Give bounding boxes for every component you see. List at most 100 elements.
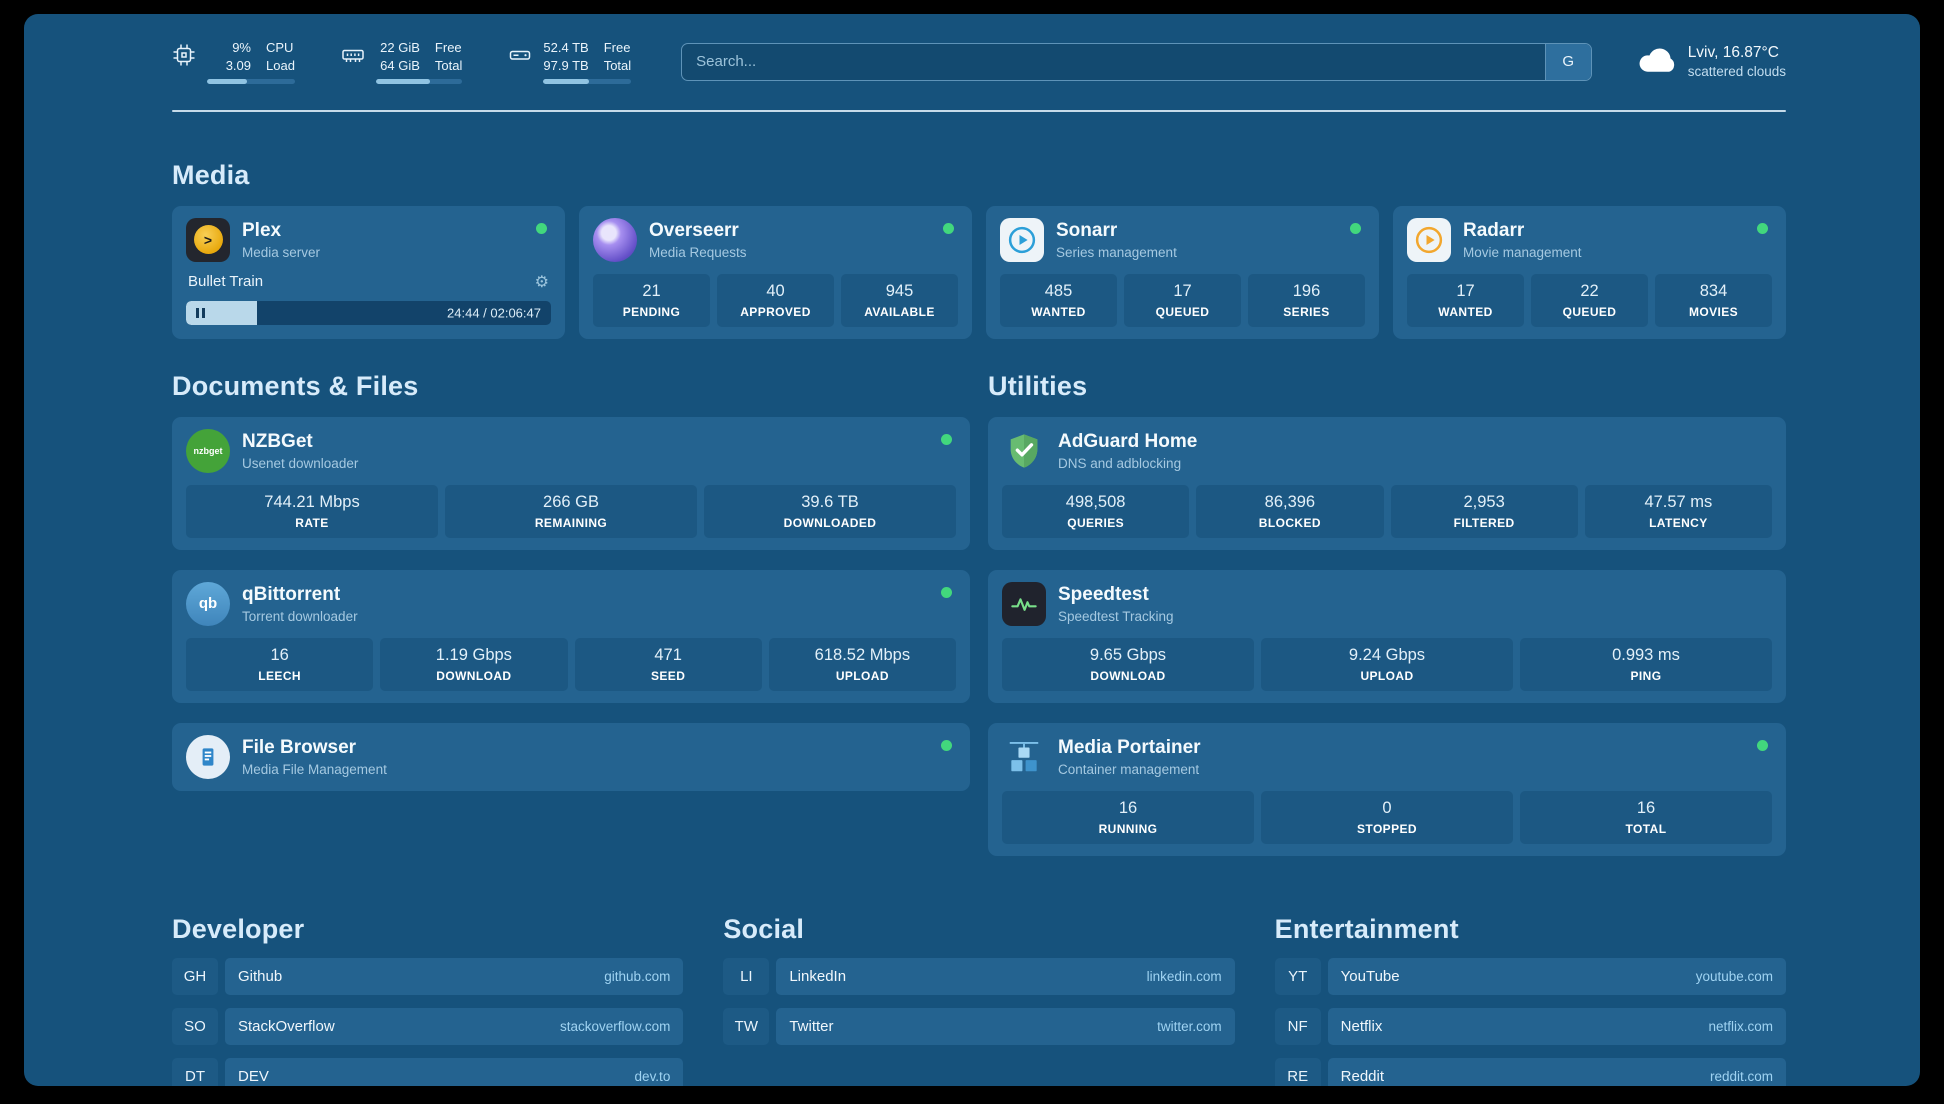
app-card-sonarr[interactable]: Sonarr Series management 485 WANTED 17 Q… xyxy=(986,205,1379,339)
settings-gear-icon[interactable]: ⚙ xyxy=(534,273,549,291)
stat-label: RUNNING xyxy=(1098,821,1158,836)
bookmark-reddit[interactable]: RE Reddit reddit.com xyxy=(1274,1057,1786,1086)
stat-label: QUEUED xyxy=(1562,304,1617,319)
stat-value: 47.57 ms xyxy=(1644,492,1713,511)
section-title-social: Social xyxy=(723,913,805,944)
pause-icon[interactable] xyxy=(196,307,205,318)
app-name: Radarr xyxy=(1463,219,1525,241)
bookmark-abbr: NF xyxy=(1274,1007,1321,1045)
stat-value: 16 xyxy=(1636,798,1656,817)
app-card-filebrowser[interactable]: File Browser Media File Management xyxy=(172,722,970,791)
bookmark-stackoverflow[interactable]: SO StackOverflow stackoverflow.com xyxy=(172,1007,684,1045)
stat-download: 9.65 Gbps DOWNLOAD xyxy=(1002,637,1254,691)
bookmark-url: netflix.com xyxy=(1708,1018,1773,1034)
topbar: 9% 3.09 CPU Load xyxy=(172,40,1786,84)
app-card-plex[interactable]: > Plex Media server Bullet Train ⚙ 24:44… xyxy=(172,205,565,339)
app-subtitle: DNS and adblocking xyxy=(1058,455,1182,471)
search-bar[interactable]: G xyxy=(681,42,1592,81)
section-title-media: Media xyxy=(172,159,250,190)
bookmark-name: Twitter xyxy=(789,1017,834,1035)
stat-label: DOWNLOADED xyxy=(783,515,877,530)
bookmark-netflix[interactable]: NF Netflix netflix.com xyxy=(1274,1007,1786,1045)
stat-queued: 22 QUEUED xyxy=(1531,273,1648,327)
stat-label: FILTERED xyxy=(1453,515,1515,530)
app-card-portainer[interactable]: Media Portainer Container management 16 … xyxy=(988,722,1786,856)
stat-leech: 16 LEECH xyxy=(186,637,374,691)
bookmark-youtube[interactable]: YT YouTube youtube.com xyxy=(1274,957,1786,995)
app-card-nzbget[interactable]: nzbget NZBGet Usenet downloader 744.21 M… xyxy=(172,416,970,550)
bookmark-abbr: RE xyxy=(1274,1057,1321,1086)
stat-value: 485 xyxy=(1044,281,1073,300)
stat-label: RATE xyxy=(295,515,329,530)
search-input[interactable] xyxy=(682,43,1545,80)
app-name: Sonarr xyxy=(1056,219,1118,241)
stat-label: QUEUED xyxy=(1155,304,1210,319)
bookmark-url: youtube.com xyxy=(1695,968,1773,984)
stat-value: 1.19 Gbps xyxy=(435,645,512,664)
disk-free-label: Free xyxy=(603,40,631,55)
app-subtitle: Media Requests xyxy=(649,244,747,260)
portainer-icon xyxy=(1002,735,1046,779)
stat-wanted: 485 WANTED xyxy=(1000,273,1117,327)
app-subtitle: Media server xyxy=(242,244,321,260)
overseerr-icon xyxy=(593,217,637,262)
app-name: NZBGet xyxy=(242,430,313,452)
adguard-icon xyxy=(1002,429,1046,473)
stat-upload: 9.24 Gbps UPLOAD xyxy=(1261,637,1513,691)
bookmark-dev[interactable]: DT DEV dev.to xyxy=(172,1057,684,1086)
status-online-dot xyxy=(943,222,954,234)
app-subtitle: Movie management xyxy=(1463,244,1582,260)
stat-value: 2,953 xyxy=(1463,492,1505,511)
app-name: File Browser xyxy=(242,736,357,758)
stat-wanted: 17 WANTED xyxy=(1407,273,1524,327)
stat-label: PENDING xyxy=(622,304,681,319)
app-card-qbittorrent[interactable]: qb qBittorrent Torrent downloader 16 LEE… xyxy=(172,569,970,703)
stat-label: PING xyxy=(1630,668,1662,683)
stat-value: 40 xyxy=(766,281,785,300)
bookmark-linkedin[interactable]: LI LinkedIn linkedin.com xyxy=(723,957,1235,995)
stat-label: MOVIES xyxy=(1688,304,1739,319)
section-title-entertainment: Entertainment xyxy=(1274,913,1459,944)
app-card-speedtest[interactable]: Speedtest Speedtest Tracking 9.65 Gbps D… xyxy=(988,569,1786,703)
stat-value: 266 GB xyxy=(543,492,599,511)
documents-column: Documents & Files nzbget NZBGet Usenet d… xyxy=(172,371,970,791)
memory-total-value: 64 GiB xyxy=(380,57,420,73)
stat-approved: 40 APPROVED xyxy=(717,273,834,327)
bookmark-twitter[interactable]: TW Twitter twitter.com xyxy=(723,1007,1235,1045)
bookmark-url: dev.to xyxy=(634,1068,671,1084)
bookmark-name: YouTube xyxy=(1340,967,1400,985)
app-name: AdGuard Home xyxy=(1058,430,1198,452)
playback-progress-bar[interactable]: 24:44 / 02:06:47 xyxy=(186,300,551,325)
weather-condition: scattered clouds xyxy=(1687,64,1786,80)
weather-location: Lviv, 16.87°C xyxy=(1687,44,1779,62)
stat-downloaded: 39.6 TB DOWNLOADED xyxy=(704,484,956,538)
memory-total-label: Total xyxy=(434,57,463,73)
disk-free-value: 52.4 TB xyxy=(543,40,589,55)
utilities-column: Utilities AdGuard Home xyxy=(988,371,1786,856)
cloud-icon xyxy=(1636,45,1676,78)
stat-value: 17 xyxy=(1173,281,1192,300)
bookmark-name: Netflix xyxy=(1340,1017,1383,1035)
disk-widget: 52.4 TB 97.9 TB Free Total xyxy=(508,40,632,84)
stat-value: 9.24 Gbps xyxy=(1348,645,1426,664)
cpu-widget: 9% 3.09 CPU Load xyxy=(172,40,295,84)
bookmark-name: StackOverflow xyxy=(238,1017,335,1035)
app-card-radarr[interactable]: Radarr Movie management 17 WANTED 22 QUE… xyxy=(1393,205,1786,339)
bookmark-group-developer: Developer GH Github github.com SO StackO… xyxy=(172,913,684,1086)
app-card-adguard[interactable]: AdGuard Home DNS and adblocking 498,508 … xyxy=(988,416,1786,550)
stat-value: 9.65 Gbps xyxy=(1089,645,1167,664)
bookmark-abbr: DT xyxy=(172,1057,218,1086)
app-card-overseerr[interactable]: Overseerr Media Requests 21 PENDING 40 A… xyxy=(579,205,972,339)
search-engine-button[interactable]: G xyxy=(1544,43,1591,80)
app-subtitle: Usenet downloader xyxy=(242,455,359,471)
disk-total-value: 97.9 TB xyxy=(543,57,589,73)
section-title-developer: Developer xyxy=(172,913,305,944)
memory-icon xyxy=(341,43,365,72)
stat-pending: 21 PENDING xyxy=(593,273,710,327)
app-subtitle: Torrent downloader xyxy=(242,608,358,624)
bookmark-github[interactable]: GH Github github.com xyxy=(172,957,684,995)
bookmark-url: github.com xyxy=(604,968,671,984)
bookmark-url: linkedin.com xyxy=(1146,968,1222,984)
stat-label: QUERIES xyxy=(1067,515,1125,530)
stat-label: WANTED xyxy=(1031,304,1086,319)
